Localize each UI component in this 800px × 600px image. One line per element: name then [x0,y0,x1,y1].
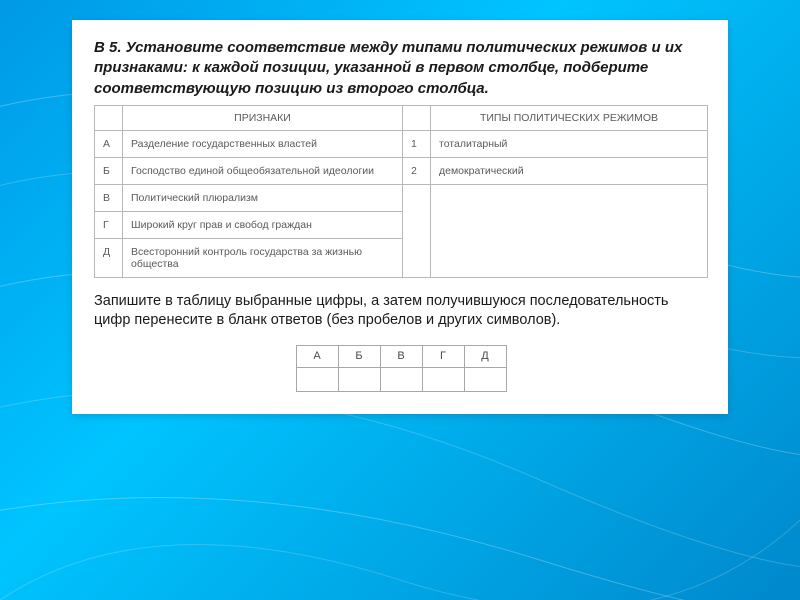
row-letter: Б [95,157,123,184]
row-sign: Разделение государственных властей [123,130,403,157]
answer-hdr: Б [338,345,380,367]
question-heading: В 5. Установите соответствие между типам… [94,38,708,99]
row-sign: Господство единой общеобязательной идеол… [123,157,403,184]
answer-cell [422,367,464,391]
answer-hdr: Г [422,345,464,367]
answer-cell [338,367,380,391]
row-num: 1 [403,130,431,157]
slide-card: В 5. Установите соответствие между типам… [72,20,728,414]
row-sign: Широкий круг прав и свобод граждан [123,211,403,238]
answer-cell [296,367,338,391]
answer-hdr: Д [464,345,506,367]
answer-table-wrap: А Б В Г Д [94,345,708,392]
answer-cell [464,367,506,391]
answer-hdr: А [296,345,338,367]
instruction-text: Запишите в таблицу выбранные цифры, а за… [94,292,708,331]
answer-hdr: В [380,345,422,367]
row-type: тоталитарный [431,130,708,157]
row-letter: В [95,184,123,211]
hdr-blank-mid [403,105,431,130]
row-type-empty [431,184,708,277]
row-letter: А [95,130,123,157]
hdr-types: ТИПЫ ПОЛИТИЧЕСКИХ РЕЖИМОВ [431,105,708,130]
row-num: 2 [403,157,431,184]
answer-cell [380,367,422,391]
row-num-empty [403,184,431,277]
matching-table: ПРИЗНАКИ ТИПЫ ПОЛИТИЧЕСКИХ РЕЖИМОВ А Раз… [94,105,708,278]
row-sign: Всесторонний контроль государства за жиз… [123,238,403,277]
row-letter: Г [95,211,123,238]
answer-table: А Б В Г Д [296,345,507,392]
row-type: демократический [431,157,708,184]
hdr-blank-left [95,105,123,130]
hdr-signs: ПРИЗНАКИ [123,105,403,130]
row-letter: Д [95,238,123,277]
row-sign: Политический плюрализм [123,184,403,211]
